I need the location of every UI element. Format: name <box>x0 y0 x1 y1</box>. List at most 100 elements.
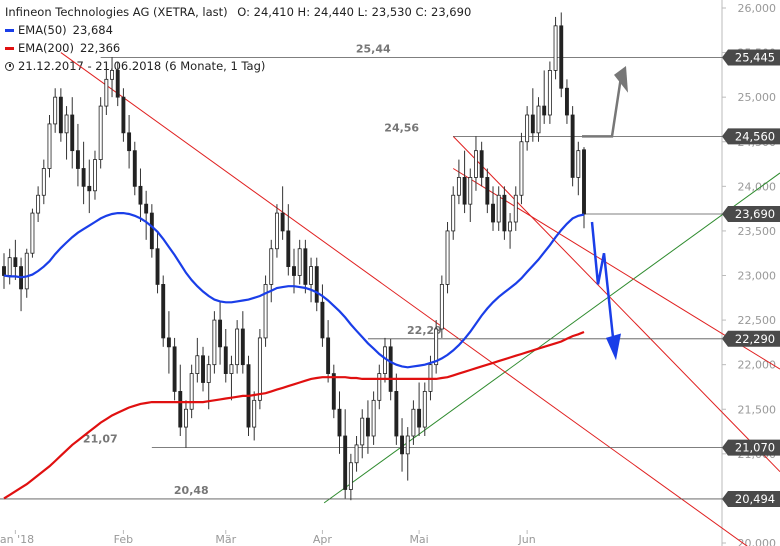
price-tag-label: 21,070 <box>735 441 775 455</box>
price-tag-label: 25,445 <box>735 50 775 64</box>
candle-body <box>411 408 416 437</box>
candle-body <box>462 177 467 205</box>
price-tag: 25,445 <box>722 49 780 66</box>
candle-body <box>166 337 171 348</box>
candle-body <box>365 417 370 437</box>
chart-header: Infineon Technologies AG (XETRA, last) O… <box>5 3 471 75</box>
candle-body <box>417 408 422 428</box>
candle-body <box>377 373 382 401</box>
candle-body <box>434 328 439 366</box>
level-note-label: 25,44 <box>356 42 391 55</box>
price-tag-label: 20,494 <box>735 492 775 506</box>
price-tag-box <box>722 490 780 507</box>
candle-body <box>576 150 581 178</box>
ema200-line <box>3 330 585 500</box>
candle-body <box>485 177 490 205</box>
x-tick-label: Mär <box>215 533 236 546</box>
candle-body <box>280 212 285 232</box>
ohlc-values: O: 24,410 H: 24,440 L: 23,530 C: 23,690 <box>237 5 472 19</box>
ema200-value: 22,366 <box>79 41 121 55</box>
candle-body <box>547 70 552 116</box>
candle-body <box>75 150 80 169</box>
candle-body <box>491 203 495 223</box>
bearish-arrowhead-icon <box>606 333 621 361</box>
ema50-line <box>3 212 585 369</box>
candle-body <box>206 364 211 383</box>
candle-body <box>81 168 86 187</box>
candle-body <box>331 373 336 410</box>
candle-body <box>559 25 564 89</box>
candle-body <box>286 230 291 267</box>
candle-body <box>542 105 547 116</box>
candle-body <box>496 194 501 223</box>
candle-body <box>553 25 558 71</box>
price-tag: 20,494 <box>722 490 780 507</box>
y-tick-label: 22,500 <box>738 314 777 327</box>
candle-body <box>144 203 149 214</box>
candle-body <box>87 185 92 192</box>
ema200-swatch <box>5 47 14 50</box>
y-tick-label: 23,000 <box>738 270 777 283</box>
candle-body <box>58 96 63 134</box>
level-note-label: 21,07 <box>83 433 118 446</box>
candle-body <box>456 177 461 196</box>
candle-body <box>451 194 456 232</box>
candle-body <box>405 435 410 455</box>
candle-body <box>184 408 188 428</box>
price-tag-label: 22,290 <box>735 332 775 346</box>
candle-body <box>223 346 228 374</box>
candle-body <box>297 248 302 276</box>
downtrend-line <box>60 52 748 546</box>
price-tag: 22,290 <box>722 330 780 347</box>
candle-body <box>257 337 262 401</box>
candle-body <box>513 194 518 223</box>
candle-body <box>132 150 137 187</box>
ema50-swatch <box>5 29 14 32</box>
candle-body <box>121 96 126 134</box>
candle-body <box>326 337 331 374</box>
candle-body <box>292 266 296 276</box>
candle-body <box>564 87 569 116</box>
price-tag-box <box>722 439 780 456</box>
candle-body <box>525 114 530 143</box>
y-tick-label: 25,000 <box>738 91 777 104</box>
y-tick-label: 20,000 <box>738 537 777 546</box>
x-tick-label: Jan '18 <box>0 533 34 546</box>
ema200-label: EMA(200) <box>18 41 74 55</box>
candle-body <box>47 123 52 169</box>
uptrend-line <box>323 172 780 504</box>
range-row: 21.12.2017 - 21.06.2018 (6 Monate, 1 Tag… <box>5 57 471 75</box>
x-tick-label: Feb <box>114 533 133 546</box>
candle-body <box>314 266 319 303</box>
candle-body <box>70 114 75 152</box>
bearish-scenario-arrow <box>590 221 616 347</box>
candle-body <box>320 301 325 339</box>
candle-body <box>354 444 359 464</box>
ema200-legend[interactable]: EMA(200) 22,366 <box>5 39 471 57</box>
candle-body <box>400 435 404 455</box>
price-tag: 23,690 <box>722 205 780 222</box>
candle-body <box>252 399 257 428</box>
candle-body <box>98 105 103 160</box>
candle-body <box>530 114 535 134</box>
y-tick-label: 26,000 <box>738 2 777 15</box>
ema50-legend[interactable]: EMA(50) 23,684 <box>5 21 471 39</box>
candle-body <box>508 221 513 232</box>
candle-body <box>7 257 12 276</box>
channel-upper-line <box>452 136 780 473</box>
y-tick-label: 23,500 <box>738 225 777 238</box>
candle-body <box>570 114 575 178</box>
price-tag-label: 24,560 <box>735 129 775 143</box>
candle-body <box>468 177 473 205</box>
bullish-arrowhead-icon <box>614 65 628 93</box>
candle-body <box>172 346 177 392</box>
candle-body <box>519 141 524 196</box>
candle-body <box>229 364 234 374</box>
candle-body <box>13 257 18 267</box>
y-tick-label: 22,000 <box>738 359 777 372</box>
candle-body <box>343 435 348 490</box>
candle-body <box>235 328 240 366</box>
candle-body <box>161 284 166 339</box>
header-title-row: Infineon Technologies AG (XETRA, last) O… <box>5 3 471 21</box>
